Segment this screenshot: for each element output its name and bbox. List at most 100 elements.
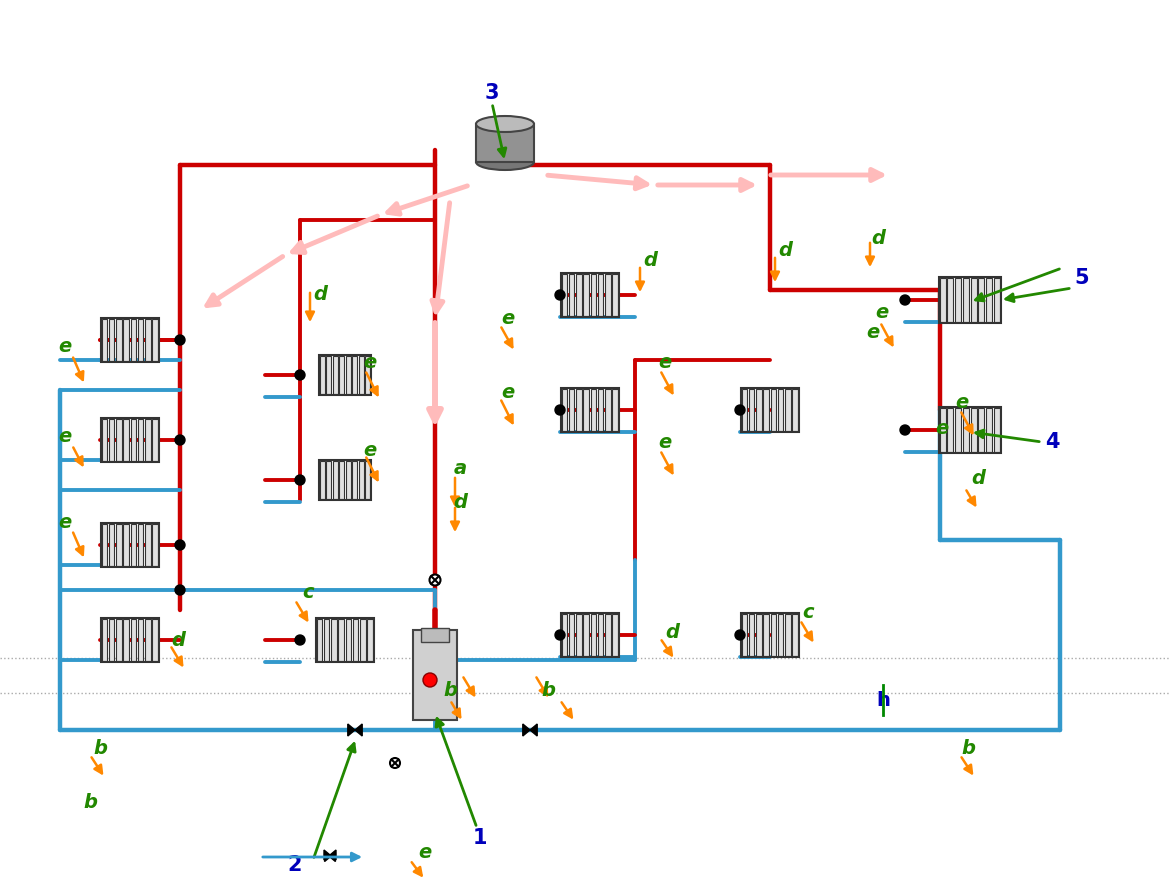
Bar [569, 614, 574, 656]
Bar [131, 419, 136, 461]
Text: e: e [659, 434, 672, 453]
Bar [365, 461, 370, 499]
Bar [101, 618, 159, 662]
Bar [584, 274, 589, 316]
Bar [332, 356, 338, 394]
Bar [109, 619, 115, 661]
Polygon shape [355, 724, 363, 736]
Text: e: e [58, 428, 71, 446]
Text: c: c [803, 604, 814, 622]
Bar [584, 389, 589, 431]
Text: d: d [453, 493, 467, 511]
Bar [955, 408, 961, 452]
Bar [612, 389, 618, 431]
Ellipse shape [476, 154, 534, 170]
Text: 2: 2 [288, 855, 302, 875]
Bar [576, 274, 581, 316]
Bar [562, 389, 567, 431]
Bar [785, 614, 791, 656]
Bar [145, 619, 151, 661]
Bar [123, 319, 129, 361]
Bar [131, 619, 136, 661]
Bar [138, 619, 144, 661]
Bar [591, 389, 597, 431]
Bar [319, 460, 371, 500]
Bar [612, 274, 618, 316]
Bar [741, 388, 799, 432]
Text: e: e [866, 323, 880, 341]
Text: d: d [314, 285, 326, 305]
Bar [365, 356, 370, 394]
Bar [109, 319, 115, 361]
Bar [326, 356, 331, 394]
Bar [316, 618, 374, 662]
Text: e: e [875, 302, 889, 322]
Bar [756, 614, 762, 656]
Text: e: e [58, 338, 71, 356]
Bar [116, 619, 122, 661]
Bar [476, 124, 534, 162]
Text: d: d [971, 469, 985, 487]
Polygon shape [330, 853, 336, 861]
Bar [993, 408, 1000, 452]
Bar [749, 614, 755, 656]
Bar [331, 619, 337, 661]
Bar [145, 319, 151, 361]
Bar [319, 356, 324, 394]
Bar [131, 319, 136, 361]
Text: a: a [454, 459, 467, 477]
Bar [986, 278, 992, 322]
Bar [116, 319, 122, 361]
Text: e: e [935, 419, 949, 437]
Bar [970, 408, 977, 452]
Bar [109, 419, 115, 461]
Bar [145, 524, 151, 566]
Bar [562, 614, 567, 656]
Bar [560, 388, 619, 432]
Circle shape [390, 758, 400, 768]
Text: e: e [58, 512, 71, 532]
Text: e: e [956, 393, 969, 412]
Text: 3: 3 [484, 83, 500, 103]
Bar [102, 619, 108, 661]
Bar [993, 278, 1000, 322]
Bar [152, 319, 158, 361]
Text: e: e [659, 353, 672, 372]
Bar [338, 619, 344, 661]
Bar [102, 524, 108, 566]
Circle shape [735, 630, 745, 640]
Circle shape [295, 635, 305, 645]
Bar [352, 619, 358, 661]
Bar [948, 408, 954, 452]
Bar [785, 389, 791, 431]
Bar [138, 319, 144, 361]
Bar [978, 408, 984, 452]
Bar [763, 614, 769, 656]
Polygon shape [324, 850, 330, 860]
Polygon shape [530, 724, 537, 736]
Bar [778, 614, 784, 656]
Polygon shape [330, 850, 336, 860]
Bar [131, 524, 136, 566]
Bar [352, 461, 357, 499]
Text: b: b [92, 739, 106, 757]
Bar [339, 461, 344, 499]
Bar [560, 613, 619, 657]
Text: d: d [171, 630, 185, 650]
Circle shape [176, 540, 185, 550]
Bar [101, 418, 159, 462]
Bar [986, 408, 992, 452]
Bar [763, 389, 769, 431]
Circle shape [295, 475, 305, 485]
Text: d: d [870, 228, 885, 247]
Circle shape [295, 370, 305, 380]
Bar [152, 524, 158, 566]
Text: d: d [665, 622, 679, 642]
Bar [101, 318, 159, 362]
Bar [584, 614, 589, 656]
Bar [324, 619, 330, 661]
Text: e: e [502, 308, 515, 327]
Polygon shape [347, 724, 355, 736]
Bar [605, 274, 611, 316]
Bar [948, 278, 954, 322]
